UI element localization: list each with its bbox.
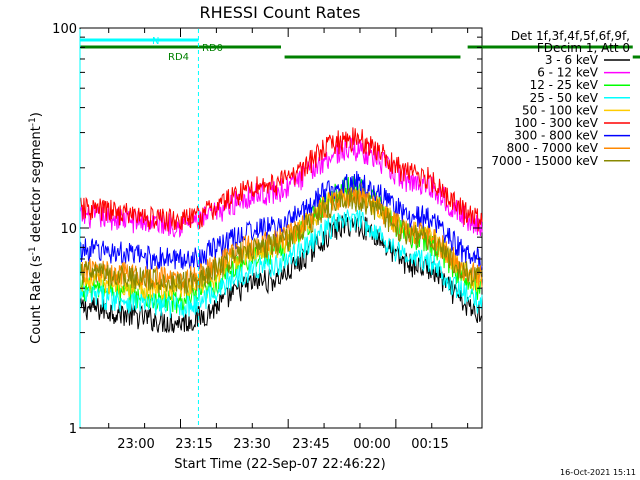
legend-item-label-1: 6 - 12 keV bbox=[537, 66, 599, 80]
y-axis-label-sup2: -1 bbox=[28, 117, 38, 126]
x-tick-label: 23:15 bbox=[175, 437, 212, 452]
y-tick-label: 100 bbox=[52, 22, 77, 37]
legend-item-label-2: 12 - 25 keV bbox=[530, 78, 599, 92]
series-line-7 bbox=[79, 187, 483, 290]
legend-item-label-0: 3 - 6 keV bbox=[545, 53, 599, 67]
x-tick-label: 23:30 bbox=[233, 437, 270, 452]
series-line-6 bbox=[79, 170, 483, 272]
bar-label-n: N bbox=[152, 36, 159, 47]
legend-item-label-6: 300 - 800 keV bbox=[514, 129, 598, 143]
y-axis-label-main: Count Rate (s bbox=[29, 255, 44, 344]
legend-item-label-4: 50 - 100 keV bbox=[522, 103, 599, 117]
x-tick-label: 23:45 bbox=[292, 437, 329, 452]
y-tick-label: 1 bbox=[69, 422, 77, 437]
legend: Det 1f,3f,4f,5f,6f,9f, FDecim 1, Att 0 3… bbox=[491, 29, 630, 168]
series-line-3 bbox=[79, 209, 483, 319]
footer-timestamp: 16-Oct-2021 15:11 bbox=[560, 468, 636, 477]
legend-header-line2: FDecim 1, Att 0 bbox=[537, 41, 630, 55]
bar-label-rd4: RD4 bbox=[168, 52, 189, 63]
legend-item-label-5: 100 - 300 keV bbox=[514, 116, 598, 130]
y-axis-label-end: ) bbox=[29, 112, 44, 117]
legend-header-line1: Det 1f,3f,4f,5f,6f,9f, bbox=[511, 29, 630, 43]
x-tick-label: 00:15 bbox=[411, 437, 448, 452]
x-tick-label: 00:00 bbox=[353, 437, 390, 452]
attenuator-bars: N RD0 RD4 bbox=[80, 36, 640, 63]
y-axis-label-sup1: -1 bbox=[28, 246, 38, 255]
legend-item-label-8: 7000 - 15000 keV bbox=[491, 154, 598, 168]
x-axis-ticks: 23:00 23:15 23:30 23:45 00:00 00:15 bbox=[108, 28, 469, 452]
chart-title: RHESSI Count Rates bbox=[200, 3, 361, 22]
y-axis-label: Count Rate (s-1 detector segment-1) bbox=[28, 112, 44, 344]
x-axis-label: Start Time (22-Sep-07 22:46:22) bbox=[174, 457, 385, 472]
series-group bbox=[79, 127, 483, 334]
y-tick-label: 10 bbox=[60, 222, 77, 237]
legend-item-label-7: 800 - 7000 keV bbox=[507, 141, 599, 155]
y-axis-label-mid: detector segment bbox=[29, 126, 44, 246]
bar-label-rd0: RD0 bbox=[202, 43, 223, 54]
y-axis-ticks: 1 10 100 bbox=[52, 22, 482, 437]
series-line-5 bbox=[79, 127, 483, 232]
x-tick-label: 23:00 bbox=[117, 437, 154, 452]
plot-area: N RD0 RD4 1 10 100 23:00 23:15 23:30 23:45 00:00… bbox=[52, 22, 640, 452]
series-line-0 bbox=[79, 214, 483, 334]
legend-item-label-3: 25 - 50 keV bbox=[530, 91, 599, 105]
series-line-8 bbox=[79, 187, 483, 296]
